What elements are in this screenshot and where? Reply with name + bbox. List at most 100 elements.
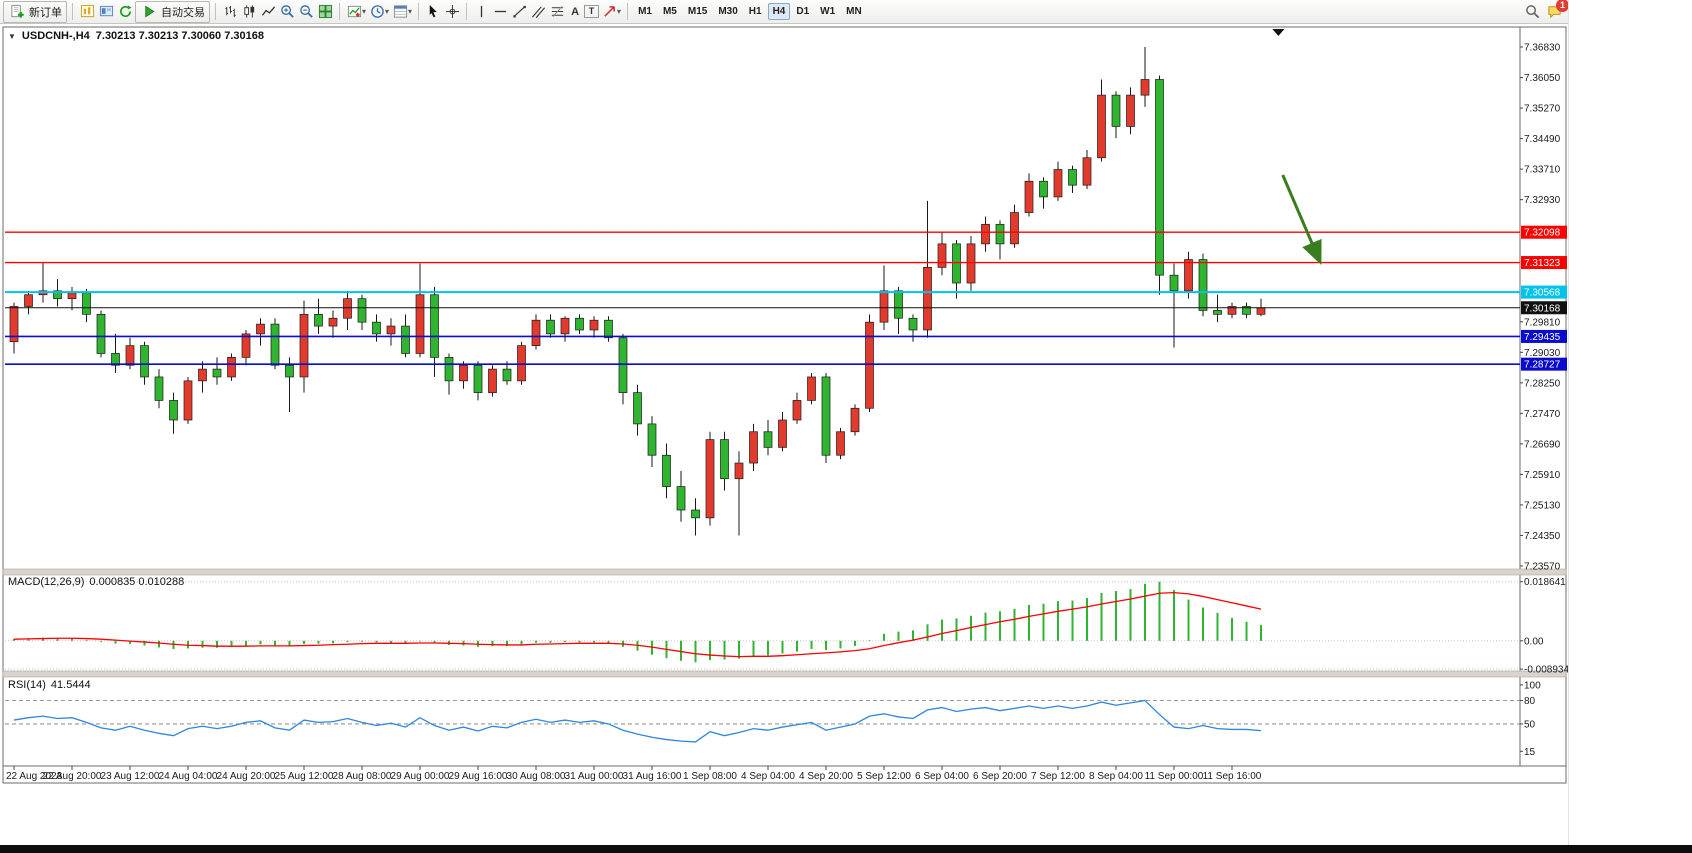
notifications-icon[interactable]: 1 — [1545, 0, 1569, 21]
price-axis[interactable]: 7.36830 7.36050 7.35270 7.34490 7.33710 7.329… — [1520, 43, 1561, 573]
svg-text:7.35270: 7.35270 — [1524, 104, 1561, 115]
new-order-icon — [8, 3, 26, 21]
zoom-in-icon[interactable] — [278, 3, 296, 21]
chart-title: ▼ USDCNH-,H4 7.30213 7.30213 7.30060 7.3… — [8, 30, 264, 42]
svg-text:8 Sep 04:00: 8 Sep 04:00 — [1089, 771, 1143, 782]
svg-text:24 Aug 04:00: 24 Aug 04:00 — [159, 771, 218, 782]
svg-text:4 Sep 20:00: 4 Sep 20:00 — [799, 771, 853, 782]
panel-dividers[interactable] — [2, 568, 1567, 678]
svg-text:28 Aug 08:00: 28 Aug 08:00 — [333, 771, 392, 782]
svg-text:-0.008934: -0.008934 — [1524, 665, 1568, 676]
shapes-dropdown-caret[interactable]: ▾ — [617, 7, 622, 16]
line-chart-icon[interactable] — [259, 3, 277, 21]
svg-text:7.24350: 7.24350 — [1524, 531, 1561, 542]
price-lines[interactable]: 7.32098 7.31323 7.30568 7.30168 7.29435 7.287… — [5, 225, 1567, 371]
autotrading-icon — [140, 3, 158, 21]
window-right-margin — [1568, 0, 1692, 845]
timeframe-m5[interactable]: M5 — [662, 6, 677, 17]
ohlc-values: 7.30213 7.30213 7.30060 7.30168 — [95, 30, 264, 42]
chart-frame — [2, 26, 1567, 784]
separator — [466, 3, 468, 20]
svg-text:80: 80 — [1524, 696, 1536, 707]
svg-text:7.23570: 7.23570 — [1524, 562, 1561, 573]
one-click-trading-toggle[interactable]: ▼ — [8, 31, 16, 41]
svg-text:7.32930: 7.32930 — [1524, 195, 1561, 206]
new-order-button[interactable]: 新订单 — [3, 0, 67, 23]
periods-dropdown-caret[interactable]: ▾ — [385, 7, 390, 16]
text-label-icon[interactable]: T — [584, 5, 600, 18]
macd-name: MACD(12,26,9) — [8, 576, 85, 588]
timeframe-mn[interactable]: MN — [846, 6, 862, 17]
rsi-panel: 100 80 50 15 — [5, 680, 1541, 758]
taskbar-strip — [0, 845, 1692, 853]
support-line-upper[interactable]: 7.29435 — [5, 329, 1567, 343]
svg-text:24 Aug 20:00: 24 Aug 20:00 — [217, 771, 276, 782]
refresh-icon[interactable] — [116, 3, 134, 21]
vertical-line-icon[interactable] — [472, 3, 490, 21]
channel-icon[interactable] — [529, 3, 547, 21]
tile-windows-icon[interactable] — [316, 3, 334, 21]
timeframe-w1[interactable]: W1 — [820, 6, 836, 17]
svg-text:6 Sep 20:00: 6 Sep 20:00 — [973, 771, 1027, 782]
svg-text:7.34490: 7.34490 — [1524, 134, 1561, 145]
text-icon[interactable]: A — [571, 5, 580, 18]
sell-signal-arrow[interactable] — [1281, 174, 1322, 266]
svg-text:25 Aug 12:00: 25 Aug 12:00 — [275, 771, 334, 782]
svg-text:29 Aug 00:00: 29 Aug 00:00 — [391, 771, 450, 782]
candlestick-chart-icon[interactable] — [240, 3, 258, 21]
chart-canvas[interactable]: 7.36830 7.36050 7.35270 7.34490 7.33710 7.329… — [0, 25, 1568, 790]
crosshair-icon[interactable] — [443, 3, 461, 21]
cursor-icon[interactable] — [424, 3, 442, 21]
svg-text:7.32098: 7.32098 — [1524, 228, 1561, 239]
svg-text:11 Sep 00:00: 11 Sep 00:00 — [1145, 771, 1204, 782]
autotrading-button[interactable]: 自动交易 — [135, 0, 210, 23]
trendline-icon[interactable] — [510, 3, 528, 21]
timeframe-h4[interactable]: H4 — [767, 3, 791, 20]
support-line-lower[interactable]: 7.28727 — [5, 357, 1567, 371]
templates-dropdown-caret[interactable]: ▾ — [408, 7, 413, 16]
profiles-icon[interactable] — [97, 3, 115, 21]
scroll-to-end-marker[interactable] — [1272, 29, 1285, 36]
timeframe-d1[interactable]: D1 — [796, 6, 810, 17]
current-price-line[interactable]: 7.30168 — [5, 301, 1567, 315]
svg-text:11 Sep 16:00: 11 Sep 16:00 — [1203, 771, 1262, 782]
candles — [9, 47, 1266, 536]
shapes-icon[interactable] — [600, 3, 618, 21]
new-chart-icon[interactable] — [78, 3, 96, 21]
timeframe-h1[interactable]: H1 — [748, 6, 762, 17]
indicators-dropdown-caret[interactable]: ▾ — [362, 7, 367, 16]
timeframe-m15[interactable]: M15 — [687, 6, 708, 17]
svg-text:7.29435: 7.29435 — [1524, 332, 1561, 343]
svg-text:7.30568: 7.30568 — [1524, 288, 1561, 299]
timeframe-m1[interactable]: M1 — [638, 6, 652, 17]
svg-text:50: 50 — [1524, 719, 1536, 730]
macd-panel: 0.018641 0.00 -0.008934 — [5, 577, 1568, 676]
resistance-line-lower[interactable]: 7.31323 — [5, 256, 1567, 270]
periods-icon[interactable] — [368, 3, 386, 21]
indicators-icon[interactable] — [345, 3, 363, 21]
resistance-line-upper[interactable]: 7.32098 — [5, 225, 1567, 239]
svg-text:31 Aug 16:00: 31 Aug 16:00 — [623, 771, 682, 782]
svg-text:5 Sep 12:00: 5 Sep 12:00 — [857, 771, 911, 782]
svg-text:31 Aug 00:00: 31 Aug 00:00 — [565, 771, 624, 782]
zoom-out-icon[interactable] — [297, 3, 315, 21]
svg-text:23 Aug 12:00: 23 Aug 12:00 — [101, 771, 160, 782]
svg-text:7.27470: 7.27470 — [1524, 409, 1561, 420]
search-icon[interactable] — [1523, 3, 1541, 21]
svg-text:7.26690: 7.26690 — [1524, 439, 1561, 450]
svg-text:29 Aug 16:00: 29 Aug 16:00 — [449, 771, 508, 782]
svg-text:0.00: 0.00 — [1524, 636, 1544, 647]
templates-icon[interactable] — [391, 3, 409, 21]
horizontal-line-icon[interactable] — [491, 3, 509, 21]
svg-text:7.28727: 7.28727 — [1524, 360, 1561, 371]
bar-chart-icon[interactable] — [221, 3, 239, 21]
timeframe-m30[interactable]: M30 — [718, 6, 738, 17]
svg-text:15: 15 — [1524, 747, 1536, 758]
svg-text:22 Aug 20:00: 22 Aug 20:00 — [43, 771, 102, 782]
fibonacci-icon[interactable] — [548, 3, 566, 21]
svg-text:7.36050: 7.36050 — [1524, 73, 1561, 84]
pivot-line[interactable]: 7.30568 — [5, 285, 1567, 299]
svg-text:7.30168: 7.30168 — [1524, 303, 1561, 314]
